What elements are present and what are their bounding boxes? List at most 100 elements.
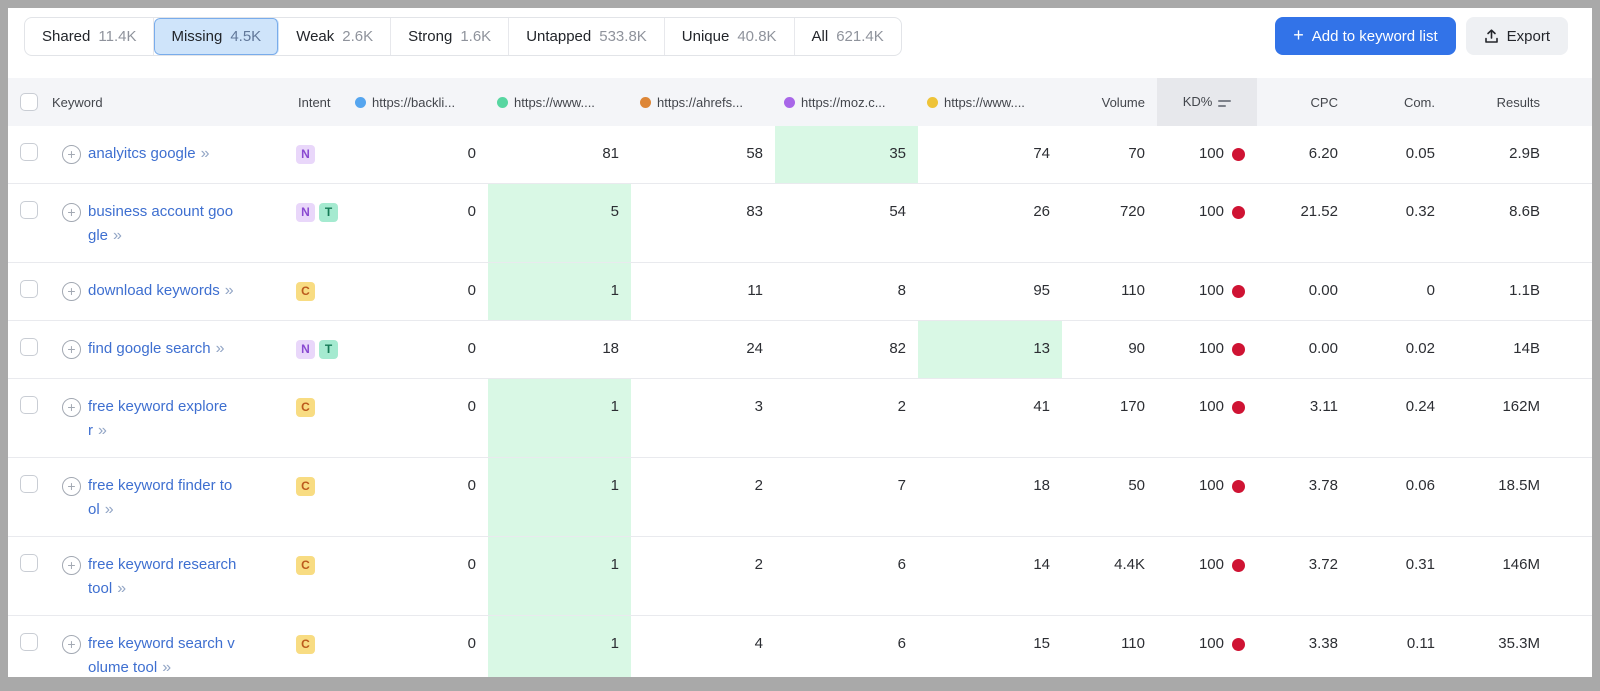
- tab-untapped[interactable]: Untapped 533.8K: [509, 18, 665, 55]
- table-row: + find google search» N T 0 18 24 82 13 90 100 0.00…: [8, 320, 1592, 379]
- tab-count: 1.6K: [460, 28, 492, 45]
- kd-value: 100: [1198, 282, 1224, 299]
- intent-cell: C: [290, 615, 346, 677]
- row-checkbox[interactable]: [20, 633, 38, 651]
- row-checkbox[interactable]: [20, 396, 38, 414]
- kd-value: 100: [1198, 203, 1224, 220]
- add-keyword-icon[interactable]: +: [62, 477, 81, 496]
- keyword-link[interactable]: free keyword research tool: [88, 556, 237, 597]
- column-header-domain-5[interactable]: https://www....: [918, 78, 1062, 126]
- column-header-domain-2[interactable]: https://www....: [488, 78, 631, 126]
- keyword-cell: + free keyword explorer»: [52, 378, 290, 458]
- column-header-cpc[interactable]: CPC: [1257, 78, 1350, 126]
- kd-difficulty-dot: [1232, 343, 1245, 356]
- open-serp-chevron-icon[interactable]: »: [162, 659, 171, 676]
- keyword-link[interactable]: business account google: [88, 203, 234, 244]
- cpc-cell: 6.20: [1257, 126, 1350, 184]
- results-cell: 2.9B: [1447, 126, 1592, 184]
- tab-shared[interactable]: Shared 11.4K: [25, 18, 155, 55]
- checkbox-cell: [8, 126, 52, 184]
- checkbox-cell: [8, 457, 52, 537]
- add-keyword-icon[interactable]: +: [62, 556, 81, 575]
- keyword-wrap: + free keyword research tool»: [52, 553, 290, 601]
- select-all-checkbox[interactable]: [20, 93, 38, 111]
- volume-cell: 720: [1062, 183, 1157, 263]
- open-serp-chevron-icon[interactable]: »: [224, 282, 234, 299]
- position-cell-domain-3: 2: [631, 536, 775, 616]
- row-checkbox[interactable]: [20, 554, 38, 572]
- position-cell-domain-3: 3: [631, 378, 775, 458]
- open-serp-chevron-icon[interactable]: »: [200, 145, 210, 162]
- add-keyword-icon[interactable]: +: [62, 203, 81, 222]
- open-serp-chevron-icon[interactable]: »: [215, 340, 225, 357]
- open-serp-chevron-icon[interactable]: »: [117, 580, 126, 597]
- position-cell-domain-3: 83: [631, 183, 775, 263]
- tab-all[interactable]: All 621.4K: [795, 18, 901, 55]
- column-header-domain-3[interactable]: https://ahrefs...: [631, 78, 775, 126]
- column-header-intent[interactable]: Intent: [290, 78, 346, 126]
- row-checkbox[interactable]: [20, 143, 38, 161]
- keyword-cell: + free keyword finder tool»: [52, 457, 290, 537]
- add-keyword-icon[interactable]: +: [62, 340, 81, 359]
- add-keyword-icon[interactable]: +: [62, 145, 81, 164]
- checkbox-cell: [8, 536, 52, 616]
- column-header-volume[interactable]: Volume: [1062, 78, 1157, 126]
- checkbox-cell: [8, 183, 52, 263]
- row-checkbox[interactable]: [20, 338, 38, 356]
- table-row: + business account google» N T 0 5 83 54 26 720 10…: [8, 183, 1592, 263]
- keyword-cell: + download keywords»: [52, 262, 290, 321]
- position-cell-domain-2: 1: [488, 378, 631, 458]
- add-to-keyword-list-button[interactable]: + Add to keyword list: [1275, 17, 1456, 55]
- tab-strong[interactable]: Strong 1.6K: [391, 18, 510, 55]
- keyword-link[interactable]: free keyword search volume tool: [88, 635, 235, 676]
- column-header-domain-1[interactable]: https://backli...: [346, 78, 488, 126]
- tab-missing[interactable]: Missing 4.5K: [154, 18, 280, 55]
- keyword-link[interactable]: find google search: [88, 340, 211, 357]
- position-cell-domain-3: 2: [631, 457, 775, 537]
- tab-count: 11.4K: [98, 28, 137, 45]
- kd-difficulty-dot: [1232, 206, 1245, 219]
- keyword-link[interactable]: download keywords: [88, 282, 220, 299]
- column-header-com[interactable]: Com.: [1350, 78, 1447, 126]
- row-checkbox[interactable]: [20, 475, 38, 493]
- position-cell-domain-1: 0: [346, 262, 488, 321]
- results-cell: 162M: [1447, 378, 1592, 458]
- row-checkbox[interactable]: [20, 201, 38, 219]
- position-cell-domain-2: 1: [488, 536, 631, 616]
- position-cell-domain-5: 13: [918, 320, 1062, 379]
- export-label: Export: [1506, 27, 1550, 45]
- position-cell-domain-1: 0: [346, 536, 488, 616]
- results-cell: 8.6B: [1447, 183, 1592, 263]
- column-header-domain-4[interactable]: https://moz.c...: [775, 78, 918, 126]
- domain-dot: [640, 96, 651, 108]
- row-checkbox[interactable]: [20, 280, 38, 298]
- open-serp-chevron-icon[interactable]: »: [113, 227, 122, 244]
- intent-cell: N: [290, 126, 346, 184]
- kd-cell: 100: [1157, 536, 1257, 616]
- kd-cell: 100: [1157, 457, 1257, 537]
- column-header-results[interactable]: Results: [1447, 78, 1592, 126]
- keyword-link[interactable]: analyitcs google: [88, 145, 196, 162]
- add-keyword-icon[interactable]: +: [62, 398, 81, 417]
- keyword-link[interactable]: free keyword finder tool: [88, 477, 233, 518]
- add-keyword-icon[interactable]: +: [62, 282, 81, 301]
- tab-count: 40.8K: [737, 28, 777, 45]
- position-cell-domain-3: 11: [631, 262, 775, 321]
- open-serp-chevron-icon[interactable]: »: [104, 501, 114, 518]
- position-cell-domain-4: 6: [775, 536, 918, 616]
- export-button[interactable]: Export: [1465, 17, 1568, 55]
- keyword-link[interactable]: free keyword explorer: [88, 398, 228, 439]
- cpc-cell: 3.38: [1257, 615, 1350, 677]
- open-serp-chevron-icon[interactable]: »: [98, 422, 107, 439]
- kd-cell: 100: [1157, 615, 1257, 677]
- tab-unique[interactable]: Unique 40.8K: [665, 18, 795, 55]
- kd-cell: 100: [1157, 378, 1257, 458]
- column-header-keyword[interactable]: Keyword: [52, 78, 290, 126]
- add-keyword-icon[interactable]: +: [62, 635, 81, 654]
- keyword-cell: + free keyword search volume tool»: [52, 615, 290, 677]
- intent-cell: C: [290, 457, 346, 537]
- tab-weak[interactable]: Weak 2.6K: [279, 18, 392, 55]
- column-header-kd[interactable]: KD%: [1157, 78, 1257, 126]
- table-row: + free keyword explorer» C 0 1 3 2 41 170 100 3.11…: [8, 378, 1592, 458]
